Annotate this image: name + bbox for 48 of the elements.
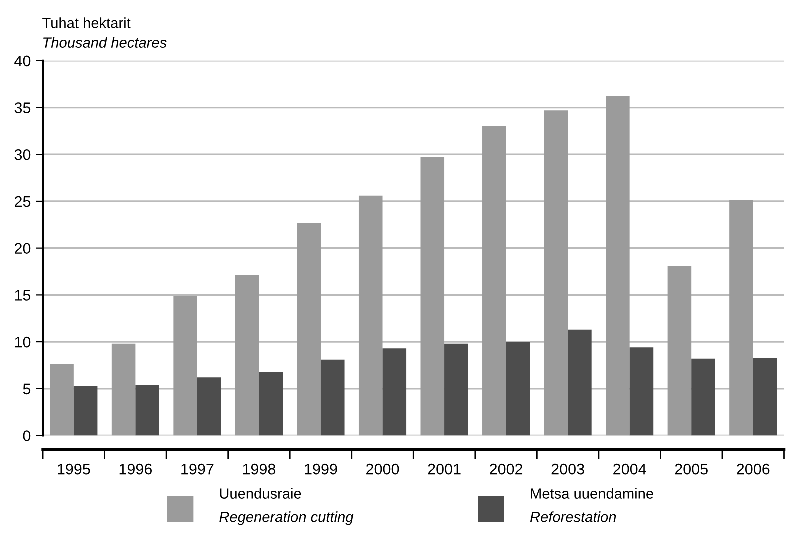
bar [668, 266, 692, 436]
bar [730, 200, 754, 436]
bar [444, 344, 468, 436]
y-tick-label: 10 [15, 336, 31, 348]
bar [544, 110, 568, 436]
x-tick-label: 1996 [120, 464, 152, 475]
x-tick-label: 2006 [737, 464, 770, 475]
y-tick-label: 40 [14, 56, 31, 67]
y-axis-title: Tuhat hektarit Thousand hectares [42, 18, 167, 48]
x-tick-label: 2000 [366, 464, 400, 475]
x-tick-label: 2005 [675, 464, 708, 475]
bar [174, 296, 198, 436]
legend-label: Uuendusraie Regeneration cutting [220, 488, 354, 526]
bar [235, 276, 260, 436]
bar [50, 364, 74, 436]
bar [197, 378, 222, 436]
x-tick-label: 1999 [305, 464, 338, 475]
x-tick-label: 1995 [58, 464, 90, 475]
bar [568, 330, 592, 436]
legend-label: Metsa uuendamine Reforestation [530, 488, 654, 522]
y-tick-label: 30 [14, 150, 31, 160]
bar [74, 386, 98, 436]
bar [753, 358, 778, 436]
y-tick-label: 0 [23, 430, 31, 442]
x-tick-label: 1997 [182, 464, 214, 475]
bar [420, 157, 445, 436]
bar [320, 360, 345, 436]
y-tick-label: 5 [23, 384, 31, 395]
x-tick-label: 1998 [243, 464, 276, 475]
x-tick-label: 2004 [614, 464, 646, 475]
bar [692, 358, 716, 436]
x-tick-label: 2003 [552, 464, 584, 475]
x-tick-label: 2001 [428, 464, 461, 475]
bar [606, 96, 630, 436]
y-tick-label: 25 [15, 196, 31, 208]
y-tick-label: 35 [14, 102, 31, 114]
bar [358, 196, 383, 436]
x-tick-label: 2002 [490, 464, 523, 475]
y-tick-label: 20 [15, 243, 31, 254]
bar [630, 348, 654, 436]
bar [297, 223, 321, 436]
bar [112, 344, 136, 436]
bar [382, 348, 407, 436]
bar [482, 126, 506, 436]
bar [136, 385, 160, 436]
bar [259, 372, 284, 436]
y-tick-label: 15 [15, 290, 31, 301]
bar [506, 342, 530, 436]
